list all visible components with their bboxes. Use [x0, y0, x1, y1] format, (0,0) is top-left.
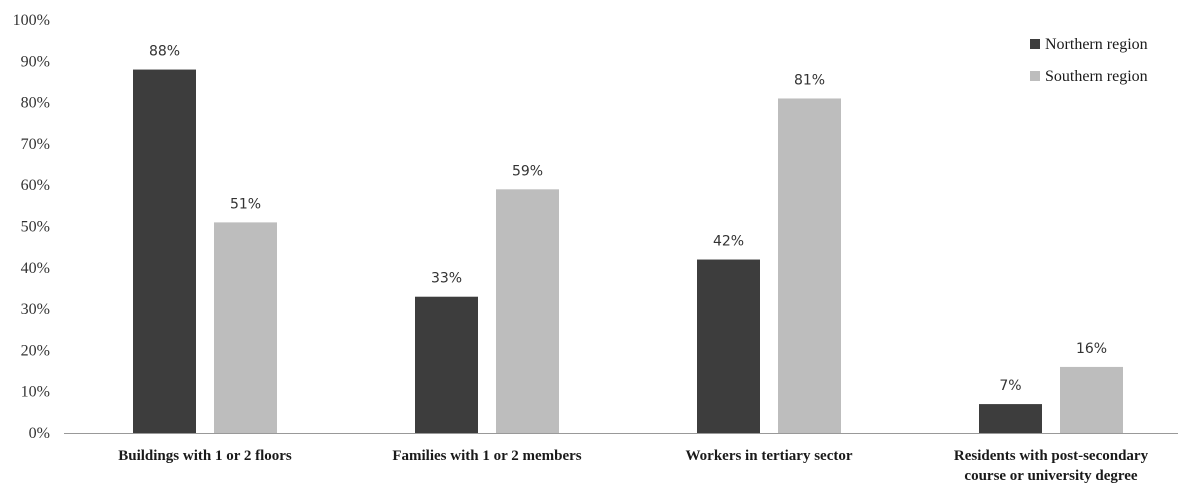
bar-northern-1: [415, 296, 478, 433]
y-tick-label: 70%: [21, 136, 50, 153]
y-tick-label: 10%: [21, 384, 50, 401]
bar-northern-3: [979, 404, 1042, 433]
data-label: 42%: [713, 234, 744, 250]
y-tick-label: 90%: [21, 53, 50, 70]
legend-swatch: [1030, 71, 1040, 81]
legend-label: Northern region: [1045, 36, 1148, 53]
y-tick-label: 60%: [21, 177, 50, 194]
bar-southern-2: [778, 98, 841, 433]
x-axis: Buildings with 1 or 2 floors Families wit…: [64, 433, 1178, 484]
y-axis: 0% 10% 20% 30% 40% 50% 60% 70% 80% 90% 100%: [13, 12, 50, 442]
y-tick-label: 80%: [21, 95, 50, 112]
bars: [133, 69, 1123, 433]
y-tick-label: 100%: [13, 12, 50, 29]
bar-southern-0: [214, 222, 277, 433]
bar-southern-3: [1060, 366, 1123, 433]
legend: Northern region Southern region: [1030, 36, 1148, 85]
category-label: Residents with post-secondary: [954, 448, 1149, 464]
y-tick-label: 20%: [21, 342, 50, 359]
bar-northern-0: [133, 69, 196, 433]
data-label: 16%: [1076, 341, 1107, 357]
data-label: 88%: [149, 44, 180, 60]
data-labels: 88% 51% 33% 59% 42% 81% 7% 16%: [149, 44, 1107, 395]
data-label: 33%: [431, 271, 462, 287]
y-tick-label: 40%: [21, 260, 50, 277]
data-label: 7%: [999, 378, 1021, 394]
y-tick-label: 30%: [21, 301, 50, 318]
y-tick-label: 0%: [29, 425, 50, 442]
bar-southern-1: [496, 189, 559, 433]
data-label: 59%: [512, 163, 543, 179]
category-label: Workers in tertiary sector: [685, 448, 852, 464]
data-label: 51%: [230, 196, 261, 212]
category-label: Families with 1 or 2 members: [392, 448, 581, 464]
category-label: Buildings with 1 or 2 floors: [118, 448, 292, 464]
legend-swatch: [1030, 39, 1040, 49]
legend-label: Southern region: [1045, 68, 1148, 85]
data-label: 81%: [794, 72, 825, 88]
bar-northern-2: [697, 259, 760, 433]
category-label: course or university degree: [964, 468, 1138, 484]
y-tick-label: 50%: [21, 219, 50, 236]
